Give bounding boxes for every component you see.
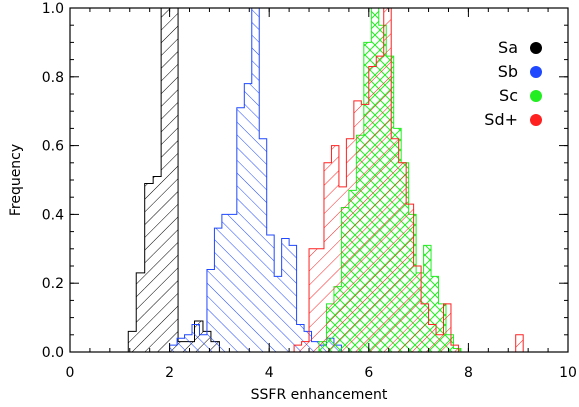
bar-sb-0: [169, 345, 178, 352]
legend-marker-sa: [530, 42, 542, 54]
bar-sd-22: [515, 334, 524, 352]
bar-sb-11: [251, 8, 260, 352]
bar-sd-13: [391, 138, 399, 352]
legend-label-sb: Sb: [498, 62, 518, 81]
y-tick-label: 0.2: [42, 276, 64, 292]
bar-sd-19: [436, 334, 444, 352]
bar-sd-3: [316, 248, 324, 352]
bar-sd-2: [309, 248, 317, 352]
bar-sb-6: [214, 228, 222, 352]
bar-sc-16: [438, 303, 446, 352]
bar-sb-5: [206, 269, 215, 352]
bar-sd-9: [361, 104, 369, 352]
legend-marker-sc: [530, 90, 542, 102]
bar-sd-17: [421, 303, 429, 352]
bar-sa-4: [161, 8, 170, 352]
bar-sa-5: [169, 8, 179, 352]
bar-sd-15: [406, 204, 414, 352]
bar-sd-12: [383, 8, 392, 352]
bar-sa-3: [153, 176, 162, 352]
legend: Sa Sb Sc Sd+: [484, 38, 542, 129]
legend-marker-sb: [530, 66, 542, 78]
plot-frame: [69, 7, 569, 353]
x-tick-label: 8: [464, 365, 473, 381]
bar-sc-14: [423, 245, 432, 352]
series-sd: [293, 7, 524, 352]
y-tick-label: 0.8: [42, 70, 64, 86]
bar-sb-1: [177, 338, 185, 352]
x-axis-title: SSFR enhancement: [251, 387, 388, 403]
legend-label-sd: Sd+: [484, 110, 518, 129]
x-tick-label: 0: [66, 365, 75, 381]
x-tick-label: 4: [265, 365, 274, 381]
bar-sd-0: [294, 345, 302, 352]
bar-sd-21: [450, 345, 459, 352]
bar-sd-20: [443, 303, 451, 352]
bar-sb-16: [289, 245, 297, 352]
bar-sd-14: [398, 162, 407, 352]
bar-sb-15: [281, 238, 290, 352]
outline-sd: [293, 7, 524, 352]
bar-sb-7: [221, 214, 230, 352]
legend-marker-sd: [530, 114, 542, 126]
bar-sd-7: [346, 138, 354, 352]
y-tick-label: 0.0: [42, 345, 64, 361]
histogram-series-layer: [127, 7, 524, 353]
bar-sb-4: [199, 334, 207, 352]
bar-sa-2: [144, 183, 154, 352]
bar-sd-18: [428, 324, 437, 352]
legend-label-sa: Sa: [498, 38, 518, 57]
y-tick-label: 0.4: [42, 207, 64, 223]
x-tick-label: 2: [165, 365, 174, 381]
legend-label-sc: Sc: [499, 86, 518, 105]
bar-sd-10: [368, 66, 377, 352]
bar-sb-10: [244, 83, 252, 353]
bar-sb-3: [192, 324, 200, 352]
series-sa: [127, 7, 220, 352]
bar-sb-9: [236, 107, 245, 352]
y-tick-label: 1.0: [42, 1, 64, 17]
bar-sd-11: [376, 56, 384, 352]
bar-sb-14: [274, 276, 282, 352]
bar-sb-17: [296, 324, 305, 352]
x-tick-label: 6: [364, 365, 373, 381]
bar-sb-2: [184, 334, 193, 352]
y-axis-title: Frequency: [8, 144, 24, 216]
bar-sa-0: [128, 331, 137, 352]
bar-sd-4: [323, 162, 332, 352]
bar-sb-12: [259, 138, 267, 352]
bar-sa-1: [136, 272, 145, 352]
bar-sd-8: [353, 100, 362, 352]
x-tick-label: 10: [559, 365, 577, 381]
bar-sd-1: [301, 341, 310, 352]
bar-sd-5: [331, 145, 339, 352]
bar-sd-6: [338, 186, 347, 352]
bar-sc-15: [431, 276, 439, 352]
y-tick-label: 0.6: [42, 139, 64, 155]
bar-sd-16: [413, 266, 422, 352]
bar-sb-13: [266, 235, 275, 352]
bar-sb-8: [229, 214, 237, 352]
